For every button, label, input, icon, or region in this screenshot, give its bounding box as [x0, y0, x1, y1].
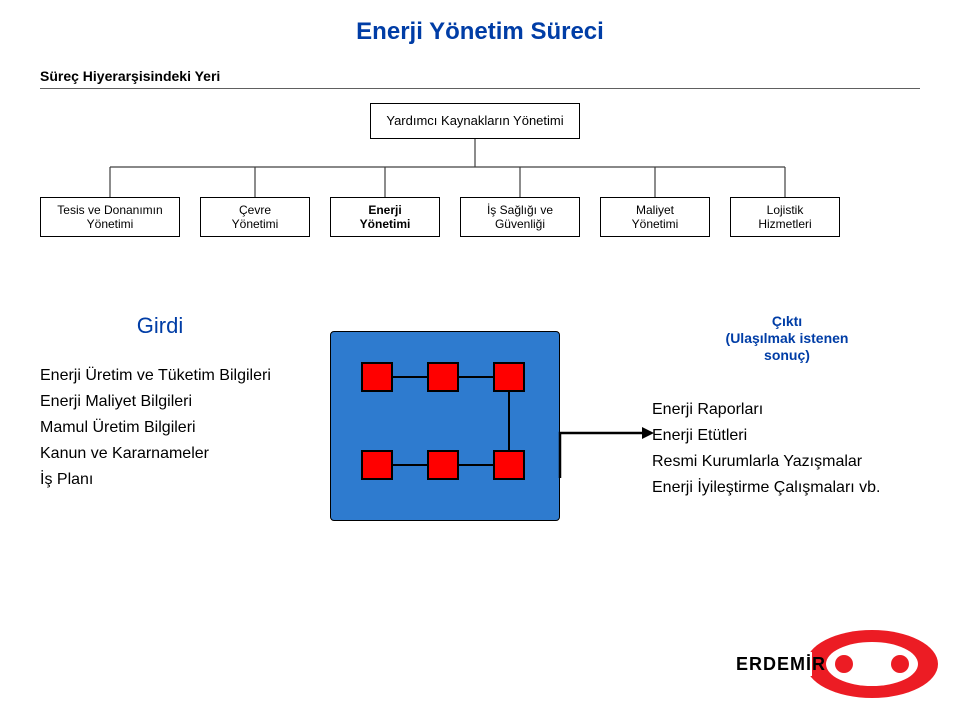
process-square: [361, 450, 393, 480]
hierarchy-child-box-4: İş Sağlığı veGüvenliği: [460, 197, 580, 237]
output-item: Enerji Etütleri: [652, 427, 922, 445]
io-section: Girdi Enerji Üretim ve Tüketim Bilgileri…: [40, 313, 920, 593]
erdemir-logo: ERDEMİR: [732, 616, 942, 706]
section-divider: [40, 88, 920, 89]
process-square: [493, 450, 525, 480]
input-item: Enerji Maliyet Bilgileri: [40, 393, 280, 411]
hierarchy-child-box-5: MaliyetYönetimi: [600, 197, 710, 237]
logo-text: ERDEMİR: [736, 654, 826, 674]
process-connectors: [331, 332, 561, 522]
output-item: Resmi Kurumlarla Yazışmalar: [652, 453, 922, 471]
process-square: [427, 450, 459, 480]
output-item: Enerji İyileştirme Çalışmaları vb.: [652, 479, 922, 497]
process-square: [427, 362, 459, 392]
hierarchy-child-box-6: LojistikHizmetleri: [730, 197, 840, 237]
input-item: Enerji Üretim ve Tüketim Bilgileri: [40, 367, 280, 385]
input-item: Mamul Üretim Bilgileri: [40, 419, 280, 437]
process-box: [330, 331, 560, 521]
hierarchy-parent-box: Yardımcı Kaynakların Yönetimi: [370, 103, 580, 139]
input-heading: Girdi: [40, 313, 280, 339]
output-list: Enerji Raporları Enerji Etütleri Resmi K…: [652, 401, 922, 497]
output-item: Enerji Raporları: [652, 401, 922, 419]
output-heading: Çıktı(Ulaşılmak istenensonuç): [652, 313, 922, 363]
hierarchy-child-box-1: Tesis ve DonanımınYönetimi: [40, 197, 180, 237]
output-arrow: [550, 423, 660, 493]
hierarchy-child-box-2: ÇevreYönetimi: [200, 197, 310, 237]
process-square: [361, 362, 393, 392]
hierarchy-section-label: Süreç Hiyerarşisindeki Yeri: [40, 68, 960, 84]
hierarchy-diagram: Yardımcı Kaynakların Yönetimi Tesis ve D…: [40, 103, 920, 263]
page-title: Enerji Yönetim Süreci: [0, 0, 960, 46]
output-column: Çıktı(Ulaşılmak istenensonuç) Enerji Rap…: [652, 313, 922, 505]
input-list: Enerji Üretim ve Tüketim Bilgileri Enerj…: [40, 367, 280, 489]
process-square: [493, 362, 525, 392]
input-column: Girdi Enerji Üretim ve Tüketim Bilgileri…: [40, 313, 280, 497]
hierarchy-child-box-3: EnerjiYönetimi: [330, 197, 440, 237]
input-item: İş Planı: [40, 471, 280, 489]
input-item: Kanun ve Kararnameler: [40, 445, 280, 463]
